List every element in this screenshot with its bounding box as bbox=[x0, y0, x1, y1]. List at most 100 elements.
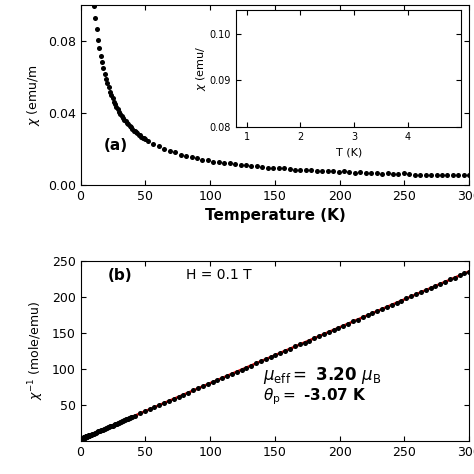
Point bbox=[451, 274, 458, 282]
Point bbox=[272, 351, 279, 359]
Point bbox=[119, 417, 127, 425]
Point bbox=[402, 294, 410, 302]
Point bbox=[166, 147, 173, 155]
Point bbox=[367, 169, 375, 176]
Point bbox=[87, 431, 94, 438]
Point bbox=[100, 426, 107, 433]
Point bbox=[417, 289, 425, 296]
Point bbox=[461, 270, 468, 277]
Point bbox=[85, 432, 92, 439]
Point bbox=[82, 433, 90, 440]
Point bbox=[80, 434, 88, 441]
Point bbox=[144, 137, 152, 144]
Point bbox=[310, 334, 318, 342]
Point bbox=[87, 431, 94, 438]
Point bbox=[223, 372, 231, 380]
Point bbox=[422, 171, 429, 179]
Point bbox=[165, 397, 173, 405]
Point bbox=[427, 284, 434, 292]
Point bbox=[141, 408, 148, 415]
Point bbox=[123, 415, 131, 423]
Point bbox=[269, 164, 277, 172]
Point bbox=[406, 171, 413, 178]
Point bbox=[238, 366, 246, 374]
Point bbox=[93, 25, 100, 33]
Point bbox=[80, 434, 88, 441]
Point bbox=[82, 433, 90, 441]
Point bbox=[102, 75, 110, 82]
Point bbox=[128, 413, 136, 421]
Point bbox=[91, 15, 99, 22]
Point bbox=[122, 118, 129, 125]
Point bbox=[262, 355, 270, 363]
Point bbox=[79, 434, 87, 442]
Point bbox=[131, 128, 139, 135]
Point bbox=[92, 429, 100, 437]
Point bbox=[96, 45, 103, 52]
Point bbox=[86, 431, 94, 438]
Point bbox=[81, 434, 88, 441]
Point bbox=[119, 114, 127, 122]
Point bbox=[86, 431, 94, 438]
Point bbox=[101, 70, 109, 78]
Point bbox=[214, 376, 221, 384]
Text: $\theta_{\rm p}$$=$ -3.07 K: $\theta_{\rm p}$$=$ -3.07 K bbox=[263, 387, 367, 407]
Point bbox=[137, 132, 144, 139]
Point bbox=[199, 156, 206, 164]
Point bbox=[85, 432, 93, 439]
Point bbox=[83, 432, 91, 440]
Text: (b): (b) bbox=[108, 268, 132, 283]
Point bbox=[330, 326, 337, 334]
Point bbox=[106, 88, 114, 95]
Point bbox=[101, 425, 109, 432]
Text: (a): (a) bbox=[104, 137, 128, 153]
Point bbox=[108, 422, 115, 430]
Point bbox=[80, 435, 87, 442]
Point bbox=[373, 169, 381, 176]
Point bbox=[95, 427, 103, 435]
Point bbox=[204, 381, 211, 388]
Point bbox=[86, 431, 93, 439]
Point bbox=[428, 171, 435, 179]
Point bbox=[242, 161, 250, 169]
Point bbox=[82, 433, 89, 441]
Point bbox=[82, 433, 89, 441]
Point bbox=[91, 2, 98, 9]
Point bbox=[132, 128, 140, 136]
Point bbox=[199, 382, 207, 390]
Point bbox=[400, 170, 408, 177]
Text: H = 0.1 T: H = 0.1 T bbox=[185, 268, 251, 282]
Point bbox=[121, 416, 129, 423]
Point bbox=[85, 432, 92, 439]
Point bbox=[306, 337, 313, 345]
Point bbox=[286, 166, 293, 173]
Point bbox=[215, 158, 222, 165]
Point bbox=[117, 418, 125, 426]
Point bbox=[324, 167, 331, 175]
Point bbox=[335, 168, 342, 176]
Point bbox=[107, 422, 114, 430]
Point bbox=[142, 135, 149, 143]
Point bbox=[85, 431, 93, 439]
Point bbox=[193, 155, 201, 162]
Point bbox=[335, 324, 342, 332]
Point bbox=[115, 419, 123, 427]
Point bbox=[137, 133, 145, 140]
Point bbox=[82, 433, 90, 440]
Point bbox=[111, 100, 119, 108]
Point bbox=[146, 405, 153, 413]
Point bbox=[82, 433, 90, 440]
Point bbox=[313, 167, 320, 174]
Point bbox=[247, 163, 255, 170]
Point bbox=[184, 389, 192, 396]
Point bbox=[91, 429, 99, 437]
Point bbox=[115, 108, 123, 116]
Point bbox=[160, 399, 168, 407]
Point bbox=[444, 171, 451, 179]
Point bbox=[87, 431, 95, 438]
Point bbox=[253, 163, 261, 170]
Point bbox=[351, 169, 359, 177]
Point bbox=[87, 431, 94, 438]
Point bbox=[161, 146, 168, 153]
Point bbox=[83, 432, 91, 440]
